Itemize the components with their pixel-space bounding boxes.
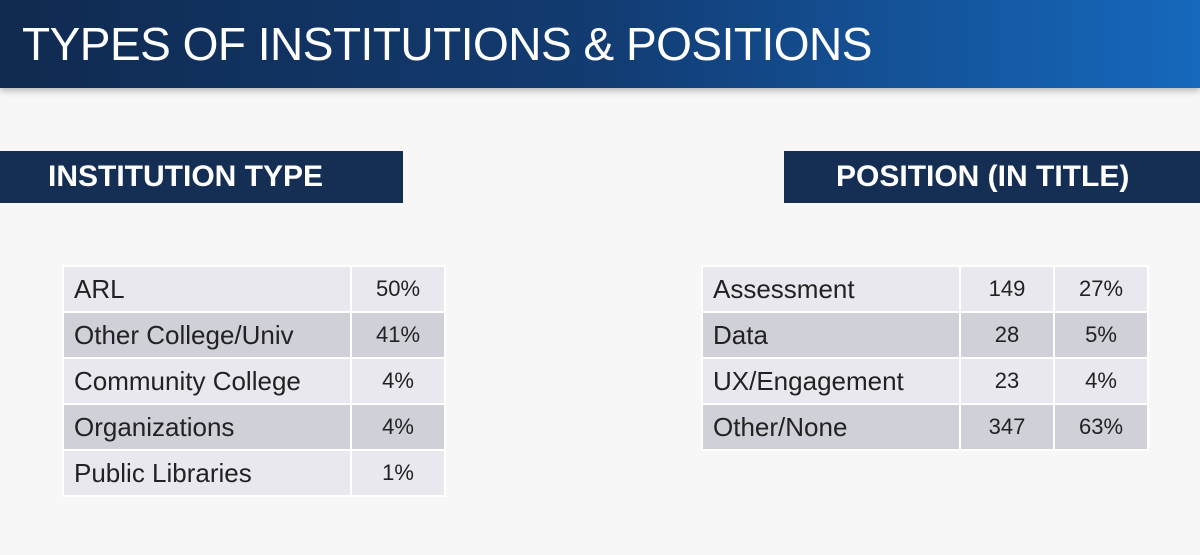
cell-value: 23 bbox=[959, 357, 1055, 405]
cell-value: 347 bbox=[959, 403, 1055, 451]
row-label: Data bbox=[701, 311, 961, 359]
table-row: Public Libraries 1% bbox=[62, 449, 446, 497]
institution-table: ARL 50% Other College/Univ 41% Community Col… bbox=[62, 265, 446, 497]
cell-value: 1% bbox=[350, 449, 446, 497]
row-label: Community College bbox=[62, 357, 352, 405]
cell-value: 50% bbox=[350, 265, 446, 313]
section-label: POSITION (IN TITLE) bbox=[784, 151, 1200, 203]
cell-value: 41% bbox=[350, 311, 446, 359]
table-row: ARL 50% bbox=[62, 265, 446, 313]
table-row: Data 28 5% bbox=[701, 311, 1149, 359]
table-row: Other College/Univ 41% bbox=[62, 311, 446, 359]
row-label: Organizations bbox=[62, 403, 352, 451]
row-label: Assessment bbox=[701, 265, 961, 313]
row-label: Other College/Univ bbox=[62, 311, 352, 359]
row-label: Other/None bbox=[701, 403, 961, 451]
table-row: Organizations 4% bbox=[62, 403, 446, 451]
header-bar: TYPES OF INSTITUTIONS & POSITIONS bbox=[0, 0, 1200, 88]
row-label: UX/Engagement bbox=[701, 357, 961, 405]
section-label: INSTITUTION TYPE bbox=[0, 151, 403, 203]
section-title: POSITION (IN TITLE) bbox=[836, 160, 1130, 193]
row-label: ARL bbox=[62, 265, 352, 313]
slide-title: TYPES OF INSTITUTIONS & POSITIONS bbox=[22, 18, 872, 70]
cell-value: 4% bbox=[1053, 357, 1149, 405]
section-title: INSTITUTION TYPE bbox=[48, 160, 324, 193]
cell-value: 4% bbox=[350, 357, 446, 405]
cell-value: 4% bbox=[350, 403, 446, 451]
cell-value: 5% bbox=[1053, 311, 1149, 359]
cell-value: 63% bbox=[1053, 403, 1149, 451]
cell-value: 28 bbox=[959, 311, 1055, 359]
table-row: Other/None 347 63% bbox=[701, 403, 1149, 451]
row-label: Public Libraries bbox=[62, 449, 352, 497]
cell-value: 149 bbox=[959, 265, 1055, 313]
position-table: Assessment 149 27% Data 28 5% UX/Engagement 23 4… bbox=[701, 265, 1149, 451]
table-row: Community College 4% bbox=[62, 357, 446, 405]
cell-value: 27% bbox=[1053, 265, 1149, 313]
table-row: UX/Engagement 23 4% bbox=[701, 357, 1149, 405]
table-row: Assessment 149 27% bbox=[701, 265, 1149, 313]
